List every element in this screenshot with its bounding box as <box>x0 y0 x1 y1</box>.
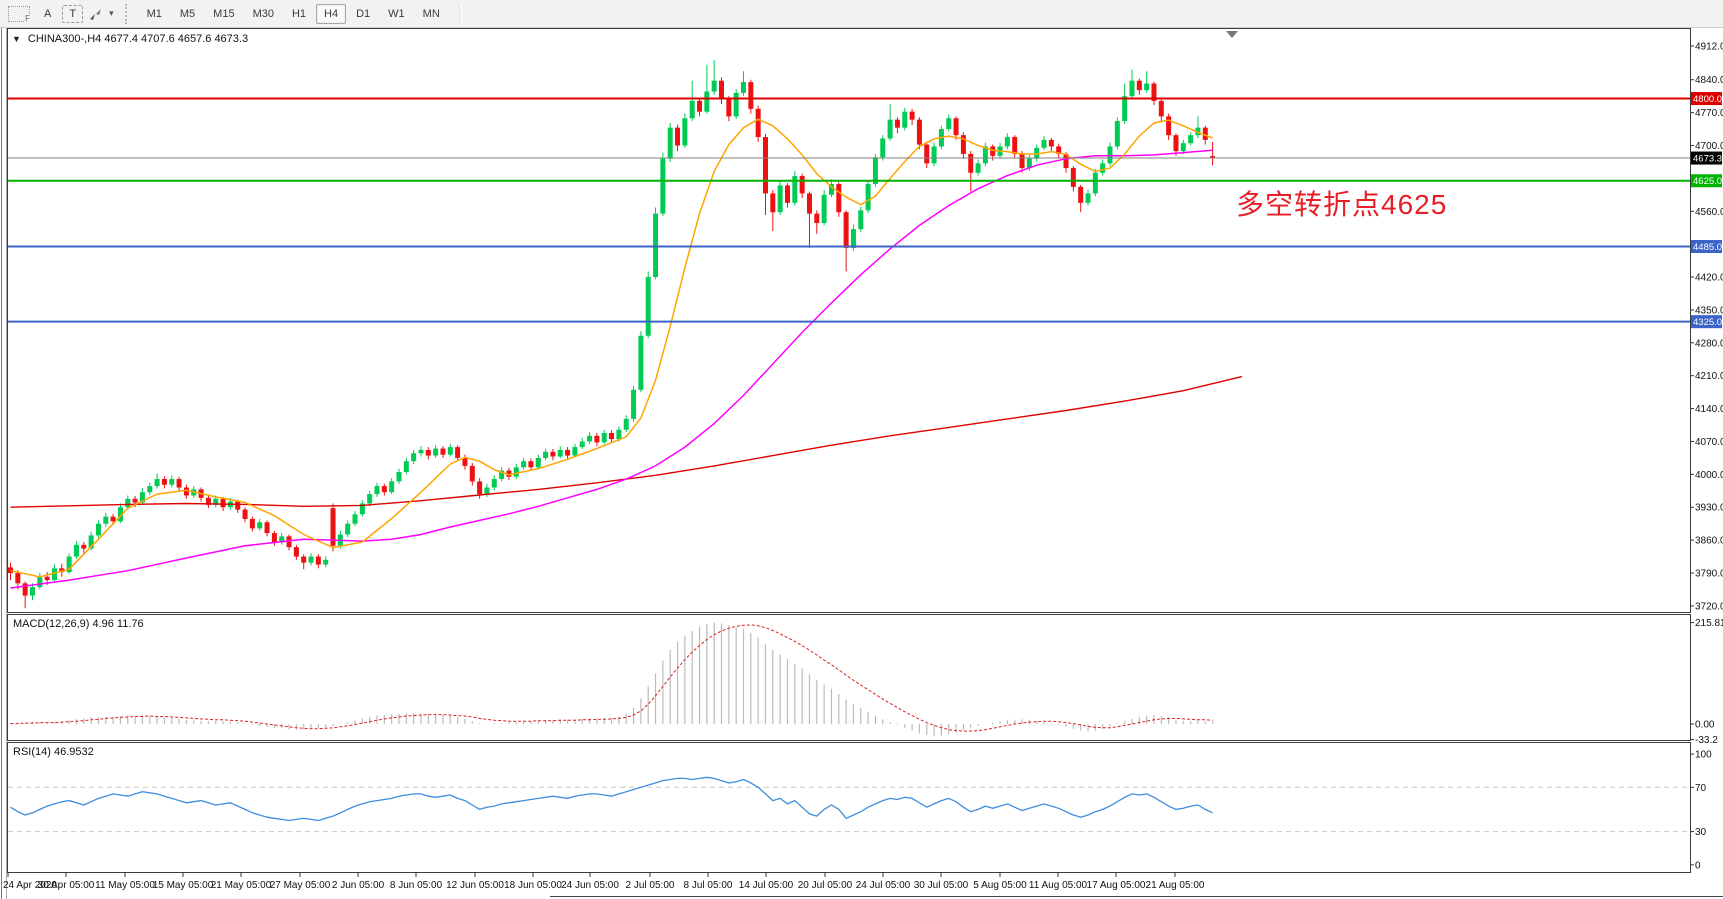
svg-text:4140.0: 4140.0 <box>1695 404 1723 415</box>
svg-text:0: 0 <box>1695 860 1701 871</box>
svg-text:3720.0: 3720.0 <box>1695 601 1723 612</box>
rsi-pane[interactable] <box>7 742 1691 873</box>
expert-grid-icon[interactable]: F <box>8 5 30 23</box>
toolbar: F A T ▾ M1 M5 M15 M30 H1 H4 D1 W1 MN <box>0 0 1723 28</box>
main-pane[interactable] <box>7 28 1691 613</box>
price-axis: 4912.0 4840.0 4770.0 4700.0 4560.0 4420.0 4350… <box>1690 41 1723 871</box>
svg-text:-33.2: -33.2 <box>1695 735 1718 746</box>
toolbar-grip[interactable] <box>124 3 131 24</box>
svg-text:0.00: 0.00 <box>1695 720 1715 731</box>
svg-text:4840.0: 4840.0 <box>1695 75 1723 86</box>
svg-text:20 Jul 05:00: 20 Jul 05:00 <box>798 880 853 891</box>
chart-area[interactable]: 4800.0 4673.3 4625.0 4485.0 4325.0 4912.0 4840… <box>0 28 1723 899</box>
chart-shift-marker-icon[interactable] <box>1226 31 1238 38</box>
svg-text:4625.0: 4625.0 <box>1693 176 1722 187</box>
svg-text:3930.0: 3930.0 <box>1695 503 1723 514</box>
trend-annotation-text[interactable]: 多空转折点4625 <box>1236 189 1448 220</box>
macd-signal-line <box>10 624 1213 732</box>
svg-text:27 May 05:00: 27 May 05:00 <box>270 880 331 891</box>
arrow-a-button[interactable]: A <box>35 4 60 24</box>
svg-text:4280.0: 4280.0 <box>1695 338 1723 349</box>
macd-indicator-label: MACD(12,26,9) 4.96 11.76 <box>13 618 144 630</box>
timeframe-button-m15[interactable]: M15 <box>205 4 242 24</box>
svg-text:21 Aug 05:00: 21 Aug 05:00 <box>1146 880 1205 891</box>
svg-text:30 Jul 05:00: 30 Jul 05:00 <box>914 880 969 891</box>
svg-text:4770.0: 4770.0 <box>1695 108 1723 119</box>
price-badge-4625.0 <box>1691 174 1722 188</box>
svg-text:24 Jul 05:00: 24 Jul 05:00 <box>856 880 911 891</box>
svg-text:30: 30 <box>1695 827 1707 838</box>
draw-styles-caret-icon[interactable]: ▾ <box>109 8 114 18</box>
svg-text:15 May 05:00: 15 May 05:00 <box>153 880 214 891</box>
svg-text:215.81: 215.81 <box>1695 618 1723 629</box>
timeframe-button-m1[interactable]: M1 <box>139 4 170 24</box>
svg-text:8 Jul 05:00: 8 Jul 05:00 <box>684 880 733 891</box>
svg-text:4673.3: 4673.3 <box>1693 154 1722 165</box>
timeframe-button-m30[interactable]: M30 <box>245 4 282 24</box>
svg-text:4800.0: 4800.0 <box>1693 94 1722 105</box>
svg-text:21 May 05:00: 21 May 05:00 <box>211 880 272 891</box>
symbol-dropdown-icon[interactable]: ▼ <box>12 34 21 44</box>
ma-slow-line <box>10 375 1243 508</box>
price-badge-4485.0 <box>1691 240 1722 254</box>
svg-text:4560.0: 4560.0 <box>1695 207 1723 218</box>
svg-text:4000.0: 4000.0 <box>1695 470 1723 481</box>
timeframe-button-mn[interactable]: MN <box>415 4 448 24</box>
svg-text:70: 70 <box>1695 783 1707 794</box>
svg-text:11 Aug 05:00: 11 Aug 05:00 <box>1029 880 1088 891</box>
svg-text:4325.0: 4325.0 <box>1693 317 1722 328</box>
svg-text:11 May 05:00: 11 May 05:00 <box>95 880 155 891</box>
svg-text:4912.0: 4912.0 <box>1695 41 1723 52</box>
draw-styles-icon[interactable] <box>88 7 104 21</box>
svg-text:4210.0: 4210.0 <box>1695 371 1723 382</box>
price-badge-4673.3 <box>1691 151 1722 165</box>
price-badge-4800.0 <box>1691 92 1722 106</box>
timeframe-button-h1[interactable]: H1 <box>284 4 314 24</box>
svg-text:5 Aug 05:00: 5 Aug 05:00 <box>973 880 1027 891</box>
price-badge-4325.0 <box>1691 315 1722 329</box>
svg-text:2 Jul 05:00: 2 Jul 05:00 <box>626 880 675 891</box>
svg-text:4485.0: 4485.0 <box>1693 242 1722 253</box>
svg-text:30 Apr 05:00: 30 Apr 05:00 <box>38 880 95 891</box>
svg-text:4350.0: 4350.0 <box>1695 305 1723 316</box>
text-tool-button[interactable]: T <box>62 4 84 23</box>
svg-text:17 Aug 05:00: 17 Aug 05:00 <box>1087 880 1146 891</box>
svg-text:8 Jun 05:00: 8 Jun 05:00 <box>390 880 443 891</box>
symbol-quote-line[interactable]: ▼ CHINA300-,H4 4677.4 4707.6 4657.6 4673… <box>12 33 248 45</box>
timeframe-button-h4[interactable]: H4 <box>316 3 347 24</box>
svg-text:4070.0: 4070.0 <box>1695 437 1723 448</box>
svg-text:18 Jun 05:00: 18 Jun 05:00 <box>504 880 562 891</box>
timeframe-button-w1[interactable]: W1 <box>380 4 413 24</box>
ma-fast-line <box>10 118 1213 578</box>
timeframe-button-group: M1 M5 M15 M30 H1 H4 D1 W1 MN <box>138 3 449 24</box>
svg-text:3860.0: 3860.0 <box>1695 536 1723 547</box>
svg-text:12 Jun 05:00: 12 Jun 05:00 <box>446 880 504 891</box>
candles <box>8 60 1216 609</box>
svg-text:3790.0: 3790.0 <box>1695 569 1723 580</box>
rsi-indicator-label: RSI(14) 46.9532 <box>13 746 94 758</box>
svg-text:24 Jun 05:00: 24 Jun 05:00 <box>561 880 619 891</box>
macd-histogram <box>9 622 1214 737</box>
rsi-line <box>10 776 1213 822</box>
svg-text:4700.0: 4700.0 <box>1695 141 1723 152</box>
svg-text:14 Jul 05:00: 14 Jul 05:00 <box>739 880 794 891</box>
ma-mid-line <box>10 149 1213 589</box>
toolbar-separator <box>458 3 462 24</box>
timeframe-button-d1[interactable]: D1 <box>348 4 378 24</box>
svg-text:100: 100 <box>1695 750 1712 761</box>
svg-text:2 Jun 05:00: 2 Jun 05:00 <box>332 880 385 891</box>
timeframe-button-m5[interactable]: M5 <box>172 4 203 24</box>
symbol-ohlc-text: CHINA300-,H4 4677.4 4707.6 4657.6 4673.3 <box>27 33 249 45</box>
svg-text:4420.0: 4420.0 <box>1695 273 1723 284</box>
macd-pane[interactable] <box>7 614 1691 741</box>
svg-text:24 Apr 2020: 24 Apr 2020 <box>3 880 57 891</box>
